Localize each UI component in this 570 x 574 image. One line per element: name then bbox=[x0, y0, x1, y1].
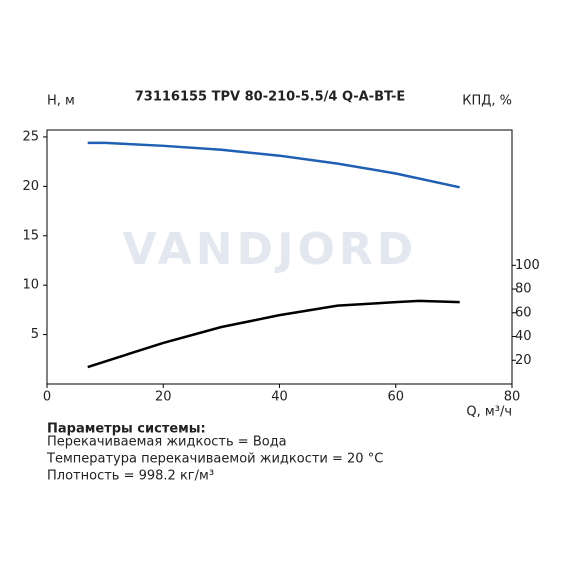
y2-tick-label: 60 bbox=[515, 305, 532, 320]
y2-axis-label: КПД, % bbox=[462, 94, 512, 109]
y2-tick-label: 100 bbox=[515, 258, 540, 273]
y-tick-label: 15 bbox=[22, 228, 39, 243]
y-axis-label: H, м bbox=[47, 94, 75, 109]
y-tick-label: 10 bbox=[22, 278, 39, 293]
series-line bbox=[87, 299, 460, 369]
y-tick-label: 20 bbox=[22, 179, 39, 194]
x-tick-label: 60 bbox=[387, 390, 404, 405]
y2-tick-label: 80 bbox=[515, 282, 532, 297]
watermark: VANDJORD bbox=[123, 224, 418, 275]
y2-tick-label: 20 bbox=[515, 353, 532, 368]
notes-line: Температура перекачиваемой жидкости = 20… bbox=[46, 452, 383, 467]
chart-title: 73116155 TPV 80-210-5.5/4 Q-A-BT-E bbox=[135, 90, 406, 105]
x-axis-label: Q, м³/ч bbox=[466, 405, 512, 420]
y-tick-label: 25 bbox=[22, 129, 39, 144]
notes-line: Перекачиваемая жидкость = Вода bbox=[47, 435, 287, 450]
x-tick-label: 0 bbox=[43, 390, 51, 405]
x-tick-label: 80 bbox=[504, 390, 521, 405]
series-line bbox=[87, 141, 460, 189]
x-tick-label: 40 bbox=[271, 390, 288, 405]
y-tick-label: 5 bbox=[31, 327, 39, 342]
notes-line: Плотность = 998.2 кг/м³ bbox=[47, 469, 214, 484]
y2-tick-label: 40 bbox=[515, 329, 532, 344]
x-tick-label: 20 bbox=[155, 390, 172, 405]
notes-heading: Параметры системы: bbox=[47, 422, 206, 437]
